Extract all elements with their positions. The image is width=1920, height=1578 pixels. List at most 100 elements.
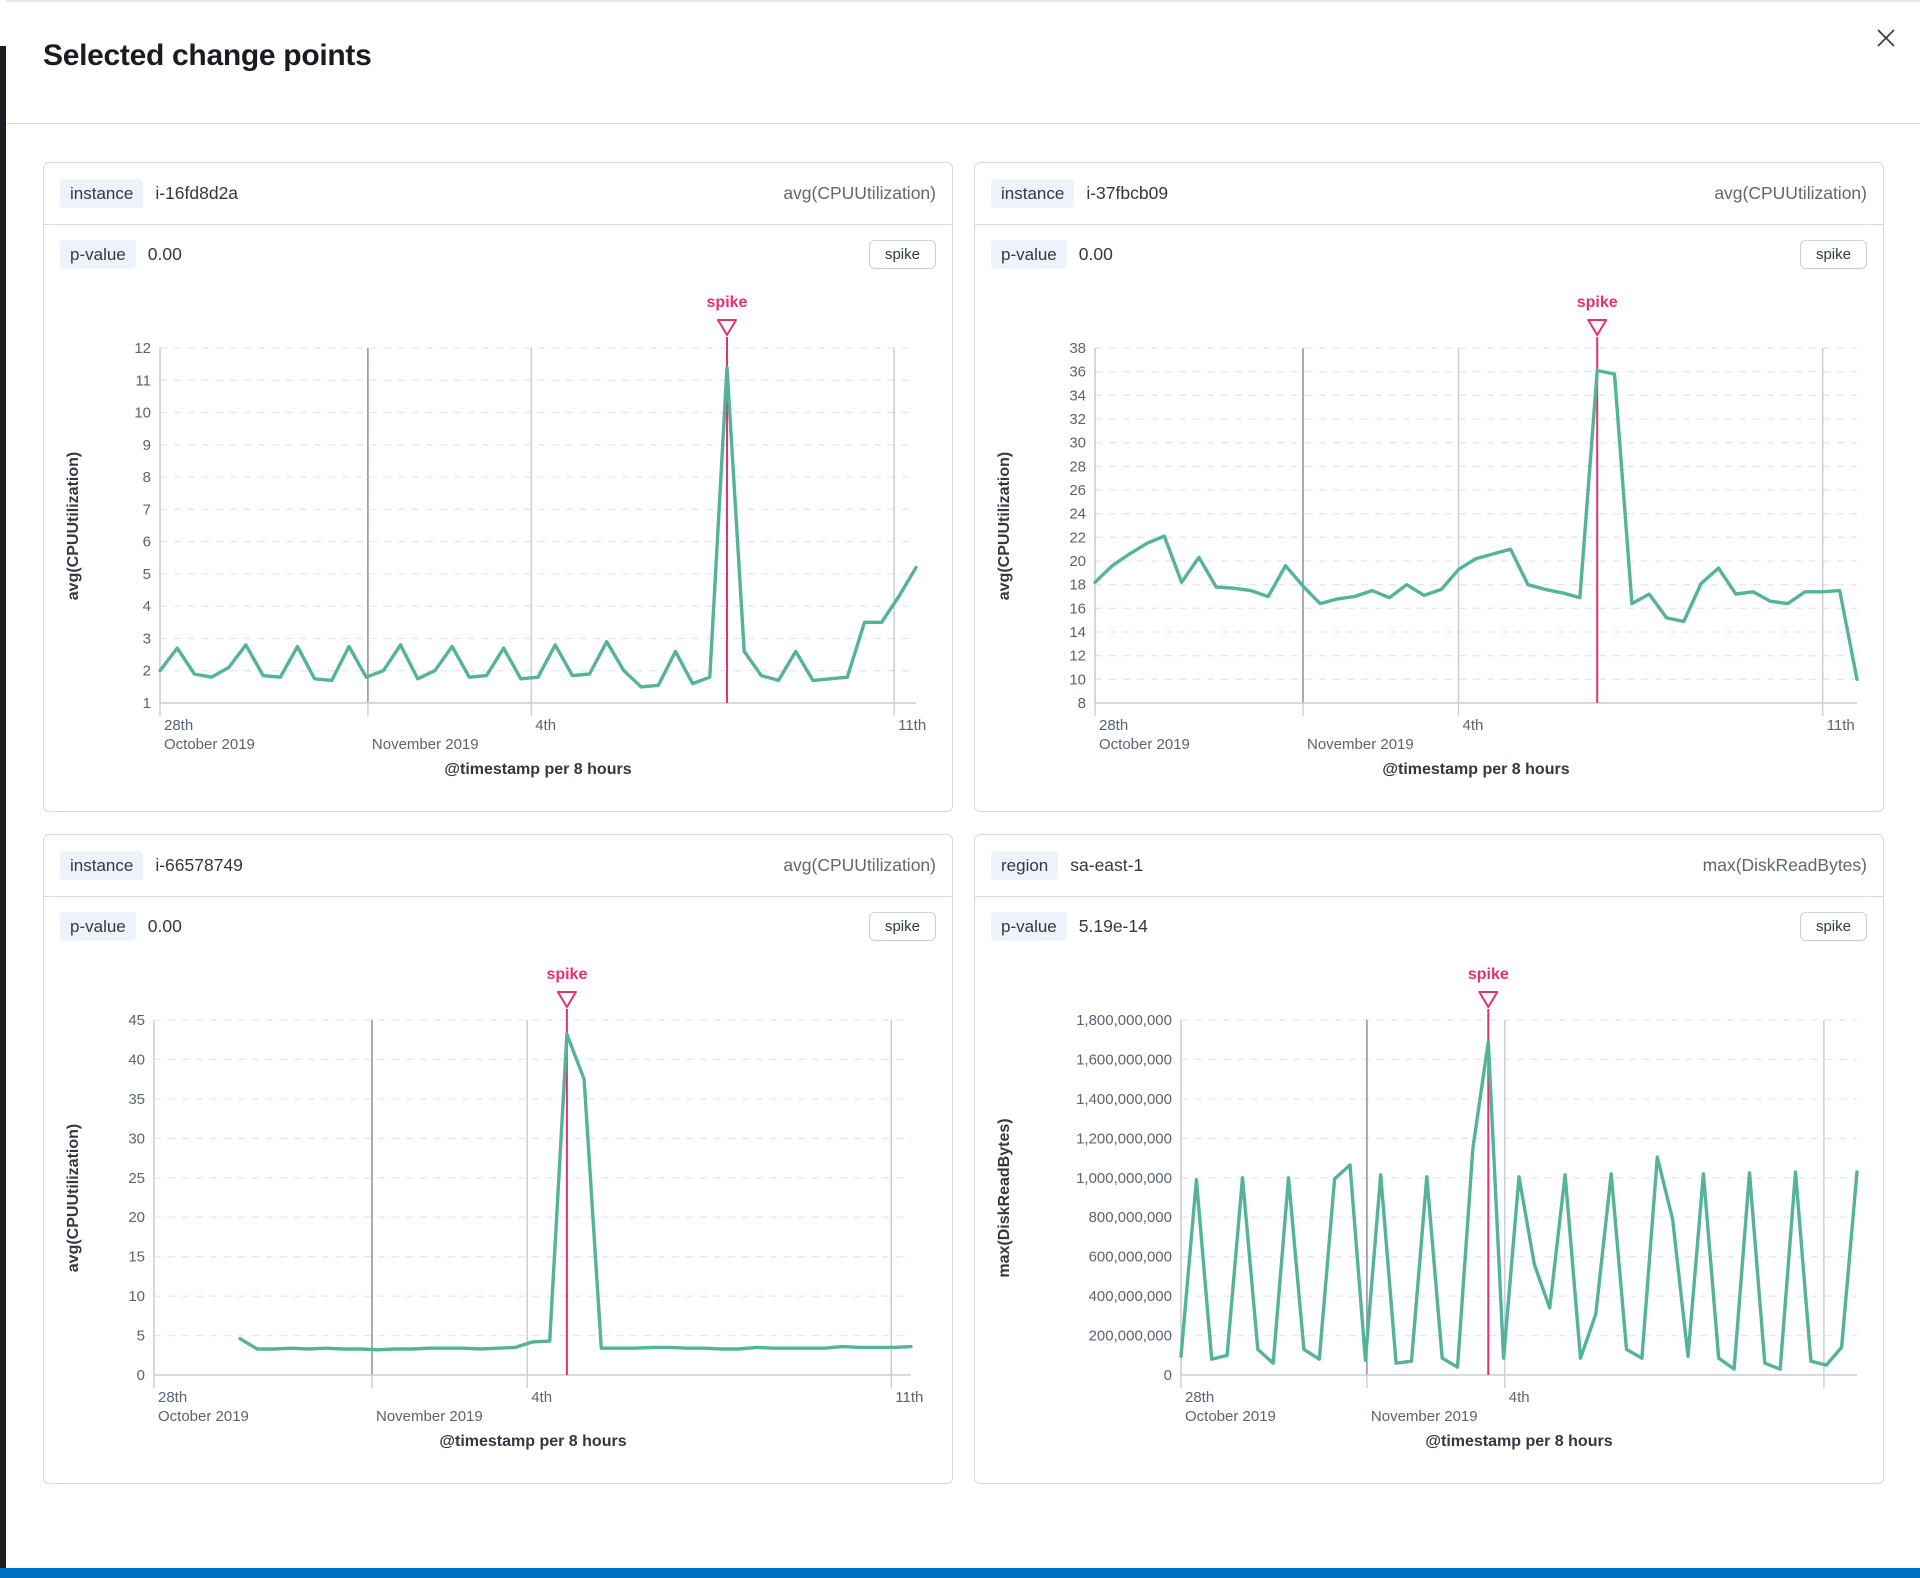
panel-subheader: p-value 5.19e-14 spike: [975, 897, 1883, 955]
svg-text:20: 20: [128, 1209, 145, 1226]
panel-subheader: p-value 0.00 spike: [975, 225, 1883, 283]
split-field-badge: instance: [991, 179, 1075, 208]
change-point-chart: 1,800,000,000 1,600,000,000 1,400,000,000 1…: [996, 966, 1859, 1450]
svg-text:@timestamp per 8 hours: @timestamp per 8 hours: [1382, 761, 1569, 778]
svg-text:28th: 28th: [1185, 1389, 1214, 1406]
svg-text:avg(CPUUtilization): avg(CPUUtilization): [65, 1124, 82, 1272]
svg-text:6: 6: [142, 534, 150, 551]
svg-text:15: 15: [128, 1249, 145, 1266]
svg-text:45: 45: [128, 1012, 145, 1029]
close-icon[interactable]: [1868, 20, 1904, 56]
svg-text:1,600,000,000: 1,600,000,000: [1076, 1051, 1172, 1068]
svg-text:34: 34: [1069, 387, 1086, 404]
svg-text:4th: 4th: [1462, 717, 1483, 734]
svg-text:12: 12: [134, 340, 151, 357]
change-point-chart: 12 11 10 9 8 7 6 5 4 3 2 1 28th October 2019 November …: [65, 294, 926, 778]
spike-type-button[interactable]: spike: [1799, 911, 1867, 941]
svg-text:avg(CPUUtilization): avg(CPUUtilization): [65, 452, 82, 600]
svg-text:400,000,000: 400,000,000: [1088, 1288, 1171, 1305]
split-field-value: i-16fd8d2a: [155, 183, 239, 203]
svg-text:22: 22: [1069, 529, 1086, 546]
svg-text:32: 32: [1069, 411, 1086, 428]
svg-text:2: 2: [142, 663, 150, 680]
svg-text:spike: spike: [546, 966, 587, 983]
svg-text:20: 20: [1069, 553, 1086, 570]
svg-text:10: 10: [128, 1288, 145, 1305]
svg-text:avg(CPUUtilization): avg(CPUUtilization): [996, 452, 1013, 600]
svg-text:November 2019: November 2019: [1307, 736, 1414, 753]
panel-header: instance i-37fbcb09 avg(CPUUtilization): [975, 163, 1883, 225]
svg-text:9: 9: [142, 437, 150, 454]
svg-text:11th: 11th: [895, 1389, 923, 1406]
svg-text:4th: 4th: [1508, 1389, 1529, 1406]
close-x-glyph: [1877, 29, 1895, 47]
spike-type-button[interactable]: spike: [1799, 239, 1867, 269]
svg-text:40: 40: [128, 1051, 145, 1068]
svg-text:28th: 28th: [164, 717, 193, 734]
metric-label: avg(CPUUtilization): [783, 855, 936, 875]
svg-text:200,000,000: 200,000,000: [1088, 1328, 1171, 1345]
change-point-panel-2: instance i-37fbcb09 avg(CPUUtilization) …: [974, 162, 1884, 812]
panel-subheader: p-value 0.00 spike: [44, 225, 952, 283]
spike-type-button[interactable]: spike: [868, 911, 936, 941]
svg-text:10: 10: [134, 405, 151, 422]
p-value: 0.00: [147, 243, 182, 264]
p-value: 0.00: [1078, 243, 1113, 264]
change-point-panel-4: region sa-east-1 max(DiskReadBytes) p-va…: [974, 834, 1884, 1484]
p-value: 0.00: [147, 915, 182, 936]
split-field-value: i-66578749: [155, 855, 243, 875]
spike-type-button[interactable]: spike: [868, 239, 936, 269]
svg-text:3: 3: [142, 631, 150, 648]
svg-text:7: 7: [142, 501, 150, 518]
background-app-edge: [0, 46, 6, 1578]
change-point-panel-3: instance i-66578749 avg(CPUUtilization) …: [43, 834, 953, 1484]
svg-text:30: 30: [1069, 435, 1086, 452]
svg-text:12: 12: [1069, 648, 1086, 665]
metric-label: avg(CPUUtilization): [1714, 183, 1867, 203]
svg-text:@timestamp per 8 hours: @timestamp per 8 hours: [439, 1433, 626, 1450]
svg-text:4: 4: [142, 598, 150, 615]
svg-text:max(DiskReadBytes): max(DiskReadBytes): [996, 1118, 1013, 1277]
panel-header: instance i-66578749 avg(CPUUtilization): [44, 835, 952, 897]
svg-text:14: 14: [1069, 624, 1086, 641]
split-field-badge: region: [991, 851, 1059, 880]
svg-text:4th: 4th: [531, 1389, 552, 1406]
svg-text:November 2019: November 2019: [371, 736, 478, 753]
svg-text:30: 30: [128, 1130, 145, 1147]
split-field-badge: instance: [60, 179, 144, 208]
svg-text:24: 24: [1069, 506, 1086, 523]
svg-text:600,000,000: 600,000,000: [1088, 1249, 1171, 1266]
svg-text:October 2019: October 2019: [164, 736, 255, 753]
background-bottom-bar: [0, 1568, 1920, 1578]
svg-text:28th: 28th: [1099, 717, 1128, 734]
svg-text:October 2019: October 2019: [1099, 736, 1190, 753]
svg-text:October 2019: October 2019: [1185, 1408, 1276, 1425]
change-points-modal: Selected change points instance i-16fd8d…: [6, 0, 1920, 1568]
metric-label: max(DiskReadBytes): [1702, 855, 1867, 875]
panel-header: region sa-east-1 max(DiskReadBytes): [975, 835, 1883, 897]
panel-subheader: p-value 0.00 spike: [44, 897, 952, 955]
svg-text:26: 26: [1069, 482, 1086, 499]
svg-text:25: 25: [128, 1170, 145, 1187]
svg-text:11th: 11th: [898, 717, 926, 734]
svg-text:38: 38: [1069, 340, 1086, 357]
svg-text:18: 18: [1069, 577, 1086, 594]
split-field-badge: instance: [60, 851, 144, 880]
change-point-panel-1: instance i-16fd8d2a avg(CPUUtilization) …: [43, 162, 953, 812]
modal-header: Selected change points: [6, 2, 1920, 124]
svg-text:11: 11: [135, 372, 151, 389]
svg-text:35: 35: [128, 1091, 145, 1108]
svg-text:@timestamp per 8 hours: @timestamp per 8 hours: [444, 761, 631, 778]
svg-text:16: 16: [1069, 600, 1086, 617]
split-field-value: sa-east-1: [1070, 855, 1144, 875]
svg-text:800,000,000: 800,000,000: [1088, 1209, 1171, 1226]
svg-text:5: 5: [136, 1328, 144, 1345]
svg-text:4th: 4th: [535, 717, 556, 734]
change-point-chart: 45 40 35 30 25 20 15 10 5 0 28th October 2019 Novemb…: [65, 966, 923, 1450]
svg-text:1,000,000,000: 1,000,000,000: [1076, 1170, 1172, 1187]
svg-text:36: 36: [1069, 364, 1086, 381]
metric-label: avg(CPUUtilization): [783, 183, 936, 203]
svg-text:0: 0: [1163, 1367, 1171, 1384]
svg-text:1: 1: [142, 695, 150, 712]
p-value-badge: p-value: [991, 911, 1067, 941]
